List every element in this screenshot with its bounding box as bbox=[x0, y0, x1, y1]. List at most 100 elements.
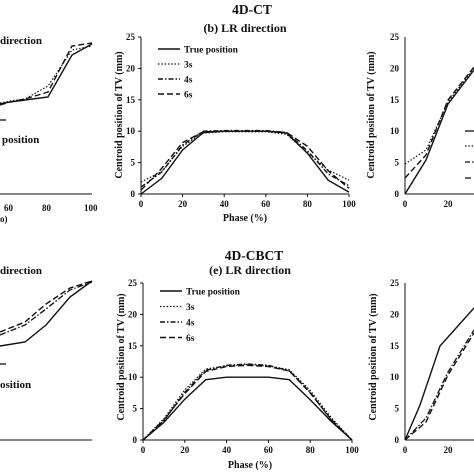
chart-e-ytick-label: 25 bbox=[128, 278, 138, 288]
chart-e-ytick-label: 15 bbox=[128, 341, 138, 351]
chart-e-series-true-position bbox=[142, 376, 353, 441]
chart-e-series-4s bbox=[142, 363, 353, 441]
chart-b-ytick-label: 0 bbox=[131, 189, 136, 199]
top-left-curve-dotted bbox=[0, 45, 93, 104]
chart-e-xtick-label: 60 bbox=[264, 445, 274, 455]
top-right-curve-dotted bbox=[404, 67, 474, 165]
chart-b: (b) LR direction Centroid position of TV… bbox=[114, 21, 356, 224]
chart-e-xtick-label: 100 bbox=[345, 445, 359, 455]
top-right-yticks: 25 20 15 10 5 0 bbox=[390, 32, 400, 199]
chart-e-ytick-label: 0 bbox=[133, 435, 138, 445]
chart-e-title: (e) LR direction bbox=[209, 263, 291, 277]
chart-e-legend-label: 4s bbox=[186, 319, 195, 329]
br-yticks-label: 15 bbox=[390, 341, 400, 351]
tr-yticks-label: 10 bbox=[390, 126, 400, 136]
chart-b-ytick-label: 25 bbox=[126, 32, 136, 42]
chart-e-ylabel: Centroid position of TV (mm) bbox=[116, 293, 127, 420]
chart-b-series-3s bbox=[140, 131, 350, 183]
chart-e-xtick-label: 40 bbox=[222, 445, 232, 455]
br-yticks-label: 20 bbox=[390, 309, 400, 319]
bottom-right-xtick-0: 0 bbox=[403, 445, 408, 455]
tr-yticks-label: 25 bbox=[390, 32, 400, 42]
bottom-right-curve-solid bbox=[404, 307, 474, 441]
br-yticks-label: 0 bbox=[395, 435, 400, 445]
bottom-section-title: 4D-CBCT bbox=[225, 248, 284, 263]
top-left-partial-legend: position bbox=[2, 134, 39, 146]
bottom-right-curve-dashdot bbox=[404, 329, 474, 441]
chart-b-legend-label: 6s bbox=[184, 91, 193, 101]
chart-b-axes bbox=[138, 36, 350, 197]
chart-b-series bbox=[140, 129, 350, 195]
top-left-xtick-80: 80 bbox=[42, 203, 52, 213]
chart-e-legend-label: True position bbox=[186, 288, 241, 298]
chart-e-series-3s bbox=[142, 363, 353, 441]
tr-yticks-label: 20 bbox=[390, 63, 400, 73]
bottom-left-curve-solid bbox=[0, 280, 93, 347]
chart-e-legend: True position 3s 4s 6s bbox=[160, 288, 241, 344]
chart-e-tick-labels: 0 20 40 60 80 100 0 5 10 15 20 25 bbox=[128, 278, 359, 455]
chart-e-series-6s bbox=[142, 364, 353, 441]
chart-e-ytick-label: 5 bbox=[133, 404, 138, 414]
br-yticks-label: 25 bbox=[390, 278, 400, 288]
tr-yticks-label: 0 bbox=[395, 189, 400, 199]
chart-b-tick-labels: 0 20 40 60 80 100 0 5 10 15 20 25 bbox=[126, 32, 356, 209]
chart-b-xtick-label: 40 bbox=[220, 199, 230, 209]
br-yticks-label: 10 bbox=[390, 372, 400, 382]
chart-b-legend-label: 4s bbox=[184, 76, 193, 86]
bottom-left-partial-legend: osition bbox=[0, 379, 31, 391]
br-yticks-label: 5 bbox=[395, 404, 400, 414]
top-left-curve-solid bbox=[0, 43, 93, 105]
tr-yticks-label: 15 bbox=[390, 95, 400, 105]
chart-e: (e) LR direction Centroid position of TV… bbox=[116, 263, 359, 471]
chart-b-xlabel: Phase (%) bbox=[223, 213, 267, 224]
chart-b-title: (b) LR direction bbox=[203, 21, 286, 35]
chart-e-xtick-label: 0 bbox=[141, 445, 146, 455]
chart-b-ytick-label: 5 bbox=[131, 158, 136, 168]
top-left-partial-xlabel: o) bbox=[0, 214, 8, 224]
chart-e-xlabel: Phase (%) bbox=[228, 460, 272, 471]
bottom-left-partial-panel: direction osition bbox=[0, 265, 93, 441]
bottom-right-xtick-20: 20 bbox=[444, 445, 454, 455]
chart-b-series-6s bbox=[140, 130, 350, 191]
bottom-right-curve-dashed bbox=[404, 332, 474, 441]
chart-b-xtick-label: 0 bbox=[139, 199, 144, 209]
chart-e-legend-label: 3s bbox=[186, 303, 195, 313]
chart-b-legend-label: 3s bbox=[184, 61, 193, 71]
chart-e-xtick-label: 80 bbox=[306, 445, 316, 455]
chart-b-legend-label: True position bbox=[184, 46, 239, 56]
top-left-partial-title: direction bbox=[0, 35, 42, 47]
top-right-partial-panel: Centroid position of TV (mm) 2520151050 … bbox=[366, 32, 474, 209]
chart-e-legend-label: 6s bbox=[186, 334, 195, 344]
bottom-right-yticks: 25 20 15 10 5 0 bbox=[390, 278, 400, 445]
chart-b-xtick-label: 20 bbox=[178, 199, 188, 209]
chart-e-xtick-label: 20 bbox=[180, 445, 190, 455]
top-right-curve-dashed bbox=[404, 66, 474, 179]
chart-e-ytick-label: 10 bbox=[128, 372, 138, 382]
top-right-xtick-0: 0 bbox=[403, 199, 408, 209]
chart-b-xtick-label: 100 bbox=[342, 199, 356, 209]
chart-b-ytick-label: 15 bbox=[126, 95, 136, 105]
chart-e-axes bbox=[140, 282, 353, 443]
bottom-right-partial-ylabel: Centroid position of TV (mm) bbox=[368, 293, 379, 420]
top-section-title: 4D-CT bbox=[232, 2, 272, 17]
chart-b-ylabel: Centroid position of TV (mm) bbox=[114, 51, 125, 178]
bottom-left-partial-title: direction bbox=[0, 265, 42, 277]
top-left-xtick-60: 60 bbox=[4, 203, 14, 213]
top-right-partial-ylabel: Centroid position of TV (mm) bbox=[366, 51, 377, 178]
bottom-right-partial-panel: Centroid position of TV (mm) 2520151050 … bbox=[368, 278, 474, 455]
top-right-xtick-20: 20 bbox=[444, 199, 454, 209]
tr-yticks-label: 5 bbox=[395, 158, 400, 168]
chart-b-ytick-label: 10 bbox=[126, 126, 136, 136]
bottom-left-curve-dashed bbox=[0, 280, 93, 333]
top-right-curve-solid bbox=[404, 69, 474, 195]
top-left-partial-panel: direction position 60 80 100 o) bbox=[0, 35, 98, 224]
chart-b-xtick-label: 80 bbox=[303, 199, 313, 209]
chart-b-xtick-label: 60 bbox=[261, 199, 271, 209]
chart-e-ytick-label: 20 bbox=[128, 309, 138, 319]
chart-b-ytick-label: 20 bbox=[126, 63, 136, 73]
chart-b-legend: True position 3s 4s 6s bbox=[158, 46, 239, 101]
top-left-xtick-100: 100 bbox=[84, 203, 98, 213]
chart-e-series bbox=[142, 363, 353, 441]
top-left-curve-dashed bbox=[0, 42, 93, 106]
